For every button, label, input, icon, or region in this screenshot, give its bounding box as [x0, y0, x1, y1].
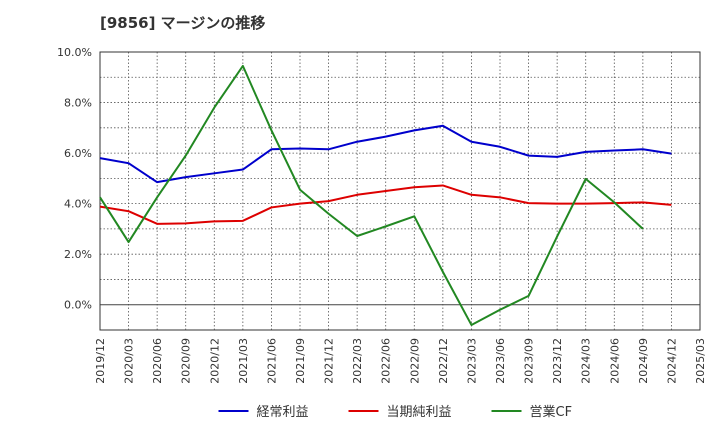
x-tick-label: 2020/03: [123, 338, 136, 384]
plot-area: [100, 52, 700, 330]
x-tick-label: 2021/12: [323, 338, 336, 384]
x-tick-label: 2024/06: [608, 338, 621, 384]
x-tick-label: 2021/03: [237, 338, 250, 384]
x-tick-label: 2022/12: [437, 338, 450, 384]
x-tick-label: 2021/09: [294, 338, 307, 384]
x-tick-label: 2019/12: [94, 338, 107, 384]
x-tick-label: 2023/06: [494, 338, 507, 384]
x-tick-label: 2022/06: [380, 338, 393, 384]
x-tick-label: 2024/03: [580, 338, 593, 384]
legend-label-2: 当期純利益: [387, 405, 452, 420]
y-tick-label: 0.0%: [64, 299, 92, 312]
x-tick-label: 2022/09: [408, 338, 421, 384]
y-tick-label: 4.0%: [64, 198, 92, 211]
x-tick-label: 2023/12: [551, 338, 564, 384]
y-tick-label: 10.0%: [57, 46, 92, 59]
chart-title: [9856] マージンの推移: [100, 14, 266, 32]
y-tick-label: 2.0%: [64, 248, 92, 261]
series-line-1: [99, 124, 672, 184]
x-tick-label: 2024/09: [637, 338, 650, 384]
legend-label-1: 経常利益: [257, 405, 309, 420]
y-tick-label: 6.0%: [64, 147, 92, 160]
x-tick-label: 2021/06: [265, 338, 278, 384]
series-line-3: [99, 64, 644, 326]
x-tick-label: 2023/03: [465, 338, 478, 384]
x-tick-label: 2024/12: [665, 338, 678, 384]
x-tick-label: 2025/03: [694, 338, 707, 384]
plot-frame: [99, 51, 701, 331]
legend-label-3: 営業CF: [530, 404, 573, 420]
y-tick-label: 8.0%: [64, 97, 92, 110]
x-tick-label: 2020/06: [151, 338, 164, 384]
x-tick-label: 2020/09: [180, 338, 193, 384]
x-tick-label: 2023/09: [523, 338, 536, 384]
x-tick-label: 2022/03: [351, 338, 364, 384]
x-tick-label: 2020/12: [208, 338, 221, 384]
series-line-2: [99, 184, 672, 225]
